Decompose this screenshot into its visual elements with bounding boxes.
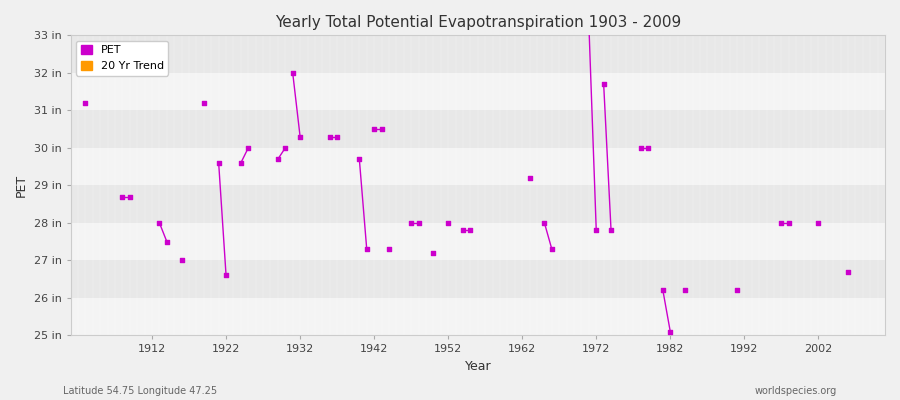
Point: [374, 126, 389, 132]
Bar: [70, 223, 885, 260]
Point: [241, 145, 256, 151]
Point: [285, 70, 300, 76]
Point: [730, 287, 744, 294]
Bar: [70, 148, 885, 185]
Point: [781, 220, 796, 226]
Point: [455, 227, 470, 234]
Point: [404, 220, 419, 226]
Point: [382, 246, 396, 252]
Point: [197, 100, 211, 106]
Point: [292, 134, 307, 140]
Point: [330, 134, 345, 140]
Point: [581, 21, 596, 27]
Point: [159, 238, 174, 245]
Point: [590, 227, 604, 234]
Point: [597, 81, 611, 87]
Point: [175, 257, 189, 264]
Point: [634, 145, 648, 151]
Point: [115, 194, 130, 200]
Point: [841, 268, 855, 275]
Point: [641, 145, 655, 151]
Bar: [70, 298, 885, 336]
Point: [359, 246, 374, 252]
Point: [811, 220, 825, 226]
Text: worldspecies.org: worldspecies.org: [755, 386, 837, 396]
Point: [278, 145, 293, 151]
Point: [427, 250, 441, 256]
Point: [212, 160, 226, 166]
Point: [78, 100, 93, 106]
Point: [774, 220, 788, 226]
Point: [537, 220, 552, 226]
Point: [663, 328, 678, 335]
Point: [678, 287, 692, 294]
Point: [441, 220, 455, 226]
Bar: [70, 73, 885, 110]
Point: [352, 156, 366, 162]
Point: [604, 227, 618, 234]
Legend: PET, 20 Yr Trend: PET, 20 Yr Trend: [76, 41, 168, 76]
X-axis label: Year: Year: [464, 360, 491, 373]
Point: [152, 220, 166, 226]
Point: [234, 160, 248, 166]
Point: [656, 287, 670, 294]
Text: Latitude 54.75 Longitude 47.25: Latitude 54.75 Longitude 47.25: [63, 386, 217, 396]
Point: [122, 194, 137, 200]
Title: Yearly Total Potential Evapotranspiration 1903 - 2009: Yearly Total Potential Evapotranspiratio…: [274, 15, 681, 30]
Point: [544, 246, 559, 252]
Point: [464, 227, 478, 234]
Point: [271, 156, 285, 162]
Point: [322, 134, 337, 140]
Point: [411, 220, 426, 226]
Point: [522, 175, 536, 181]
Point: [367, 126, 382, 132]
Y-axis label: PET: PET: [15, 174, 28, 197]
Point: [219, 272, 233, 278]
